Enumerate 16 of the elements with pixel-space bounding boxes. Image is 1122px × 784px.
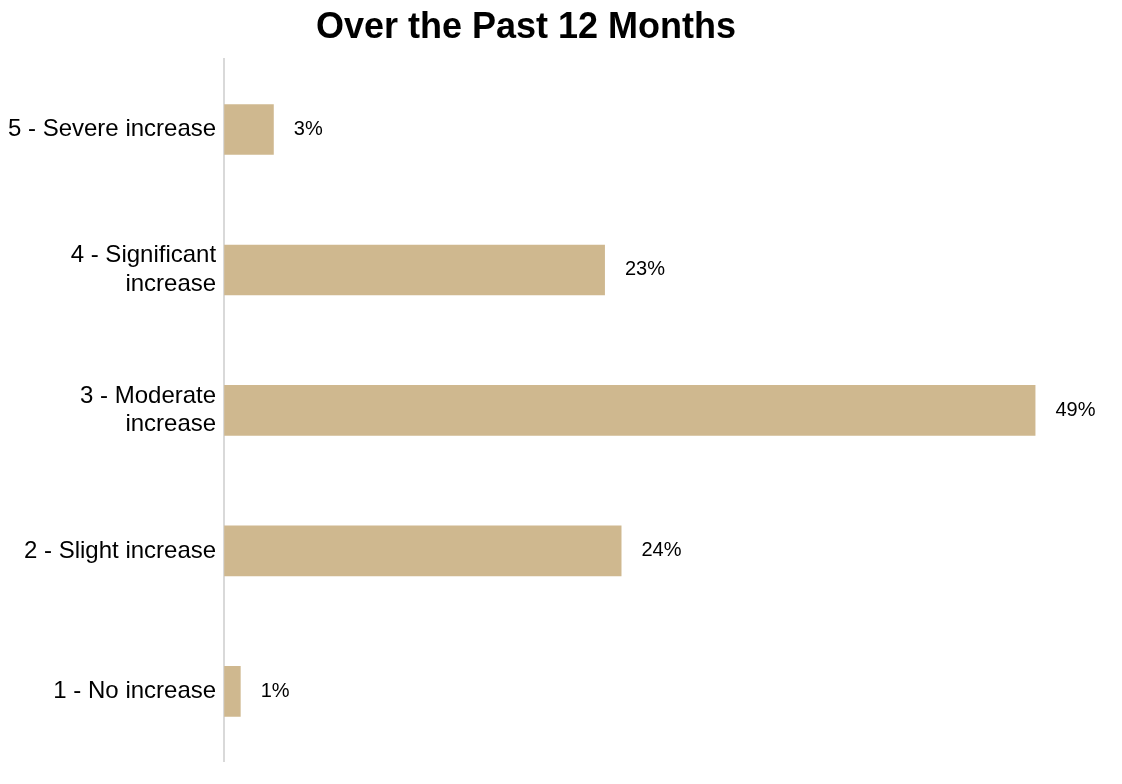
y-tick-label: 2 - Slight increase: [24, 535, 217, 563]
y-tick-label: 5 - Severe increase: [7, 114, 217, 142]
y-tick-label: 4 - Significant increase: [70, 240, 217, 296]
bar: [224, 385, 1036, 436]
data-label: 49%: [1055, 397, 1096, 420]
data-label: 3%: [293, 116, 323, 139]
bar: [224, 666, 241, 717]
chart-title: Over the Past 12 Months: [315, 4, 737, 46]
bar: [224, 244, 605, 296]
bar: [224, 525, 622, 577]
data-label: 23%: [624, 257, 666, 280]
bar: [224, 104, 274, 155]
data-label: 24%: [641, 538, 682, 561]
y-tick-label: 1 - No increase: [53, 675, 217, 703]
data-label: 1%: [260, 678, 290, 701]
y-tick-label: 3 - Moderate increase: [80, 380, 217, 437]
